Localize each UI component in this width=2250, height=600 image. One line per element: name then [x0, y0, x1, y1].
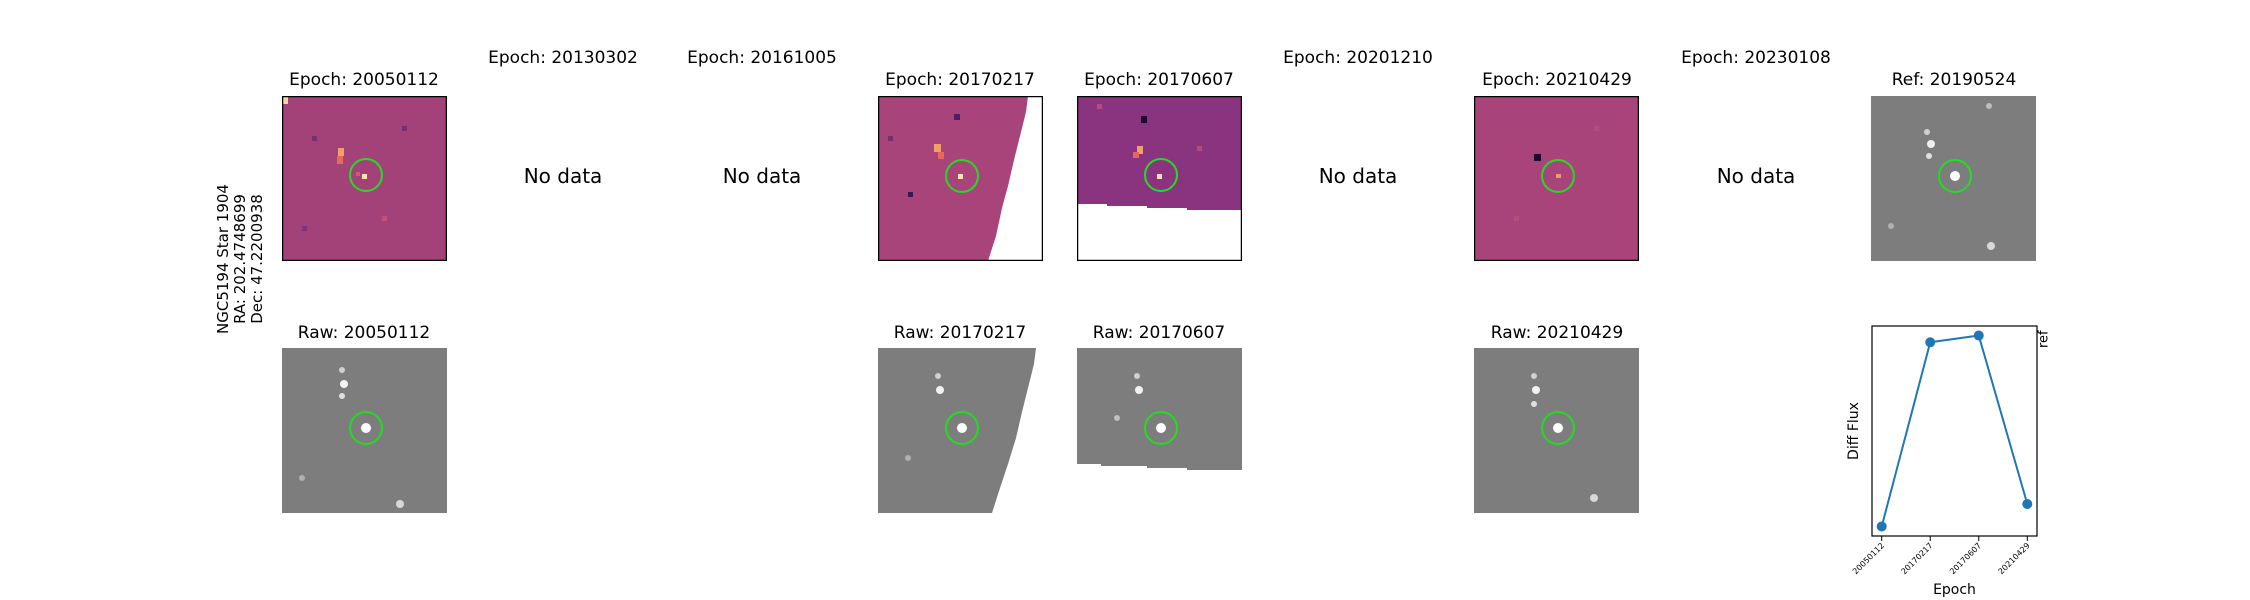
raw-image-20050112 [282, 348, 447, 513]
diff-flux-series-line [1880, 334, 2029, 527]
title-epoch-20050112: Epoch: 20050112 [289, 70, 439, 90]
star-ra: RA: 202.4748699 [231, 194, 249, 324]
title-epoch-20161005: Epoch: 20161005 [687, 48, 837, 68]
title-raw-20170217: Raw: 20170217 [893, 323, 1027, 343]
ref-line-label: ref [2037, 330, 2050, 348]
star-dec: Dec: 47.2200938 [248, 194, 266, 324]
y-axis-label: Diff Flux [1846, 402, 1862, 460]
no-data-20130302: No data [523, 164, 603, 188]
title-raw-20210429: Raw: 20210429 [1490, 323, 1624, 343]
data-point [1876, 521, 1887, 532]
title-epoch-20210429: Epoch: 20210429 [1482, 70, 1632, 90]
title-raw-20050112: Raw: 20050112 [297, 323, 431, 343]
x-tick-label: 20210429 [1997, 541, 2032, 576]
light-curve-chart: ref 20050112 20170217 20170607 20210429 Dif… [1846, 325, 2050, 598]
diff-image-20170607 [1077, 96, 1242, 261]
ref-image-20190524 [1871, 96, 2036, 261]
no-data-20201210: No data [1318, 164, 1398, 188]
diff-image-20210429 [1474, 96, 1639, 261]
title-ref-20190524: Ref: 20190524 [1891, 70, 2017, 90]
x-tick-label: 20170607 [1948, 541, 1983, 576]
title-epoch-20170217: Epoch: 20170217 [885, 70, 1035, 90]
plot-area [1871, 325, 2038, 537]
title-epoch-20130302: Epoch: 20130302 [488, 48, 638, 68]
no-data-20161005: No data [722, 164, 802, 188]
title-epoch-20201210: Epoch: 20201210 [1283, 48, 1433, 68]
diff-image-20170217 [878, 96, 1043, 261]
x-axis-label: Epoch [1933, 582, 1976, 598]
data-point [1925, 337, 1936, 348]
no-data-20230108: No data [1716, 164, 1796, 188]
raw-image-20170607 [1077, 348, 1242, 513]
diff-image-20050112 [282, 96, 447, 261]
data-point [1973, 330, 1984, 341]
x-tick-label: 20050112 [1851, 541, 1886, 576]
raw-image-20170217 [878, 348, 1043, 513]
title-epoch-20170607: Epoch: 20170607 [1084, 70, 1234, 90]
raw-image-20210429 [1474, 348, 1639, 513]
data-point [2022, 498, 2033, 509]
star-name: NGC5194 Star 1904 [214, 184, 232, 334]
title-epoch-20230108: Epoch: 20230108 [1681, 48, 1831, 68]
x-tick-label: 20170217 [1899, 541, 1934, 576]
title-raw-20170607: Raw: 20170607 [1092, 323, 1226, 343]
